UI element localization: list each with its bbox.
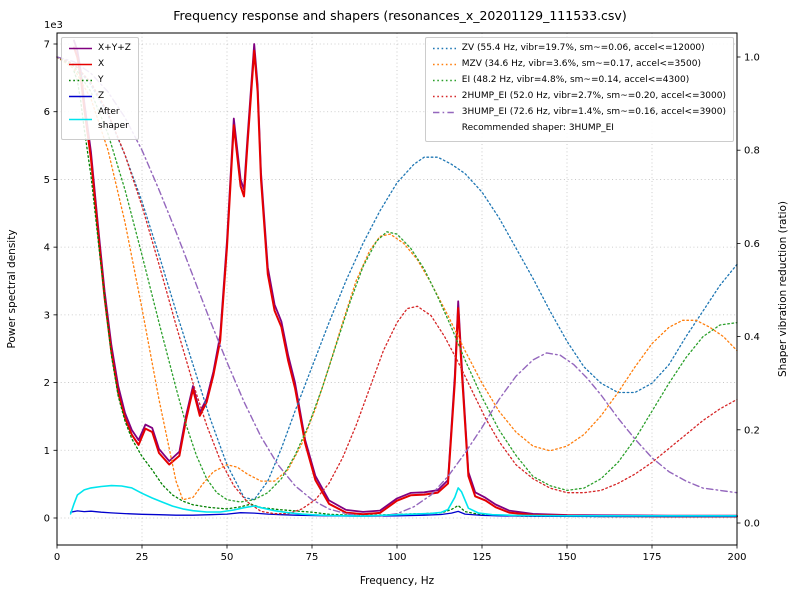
legend-item: X+Y+Z bbox=[68, 41, 131, 57]
legend-item-label: EI (48.2 Hz, vibr=4.8%, sm~=0.14, accel<… bbox=[461, 74, 690, 85]
legend-item-label: ZV (55.4 Hz, vibr=19.7%, sm~=0.06, accel… bbox=[461, 43, 705, 53]
legend-item: After shaper bbox=[68, 105, 131, 135]
y-right-tick-label: 0.6 bbox=[744, 239, 760, 250]
curve-x bbox=[73, 46, 738, 518]
y-axis-offset-text: 1e3 bbox=[44, 20, 63, 31]
legend-item-label: X+Y+Z bbox=[98, 43, 131, 53]
y-right-tick-label: 0.2 bbox=[744, 425, 760, 436]
y-axis-label-right: Shaper vibration reduction (ratio) bbox=[777, 201, 789, 377]
chart-title: Frequency response and shapers (resonanc… bbox=[173, 8, 626, 23]
legend-line-sample bbox=[69, 64, 92, 66]
y-left-tick-label: 3 bbox=[44, 310, 50, 321]
legend-line-sample bbox=[432, 64, 456, 66]
x-tick-label: 150 bbox=[557, 552, 576, 563]
curve-y bbox=[73, 70, 738, 518]
legend-item-label: Z bbox=[98, 90, 105, 101]
x-tick-label: 75 bbox=[306, 552, 319, 563]
legend-item-label: X bbox=[98, 58, 105, 69]
tick-layer: 0 25 50 75 100 125 150 175 200 0 1 2 3 4 5 6 7 0.0 0.2 0.4 0… bbox=[44, 40, 760, 564]
y-left-tick-label: 5 bbox=[44, 175, 50, 186]
curve-3hump-ei bbox=[56, 56, 738, 517]
legend-item: MZV (34.6 Hz, vibr=3.6%, sm~=0.17, accel… bbox=[432, 57, 726, 73]
curve-ei bbox=[56, 56, 738, 503]
y-right-tick-label: 0.0 bbox=[744, 519, 760, 530]
series-layer bbox=[56, 39, 738, 518]
x-tick-label: 100 bbox=[387, 552, 406, 563]
curve-2hump-ei bbox=[56, 56, 738, 515]
curve-z bbox=[69, 510, 738, 518]
curve-mzv bbox=[56, 56, 738, 501]
y-left-tick-label: 0 bbox=[44, 514, 50, 525]
legend-line-sample bbox=[432, 48, 456, 50]
legend-item-label: 2HUMP_EI (52.0 Hz, vibr=2.7%, sm~=0.20, … bbox=[461, 90, 726, 101]
x-tick-label: 25 bbox=[136, 552, 149, 563]
legend-recommendation: Recommended shaper: 3HUMP_EI bbox=[432, 121, 726, 137]
x-tick-label: 125 bbox=[472, 552, 491, 563]
legend-item: 3HUMP_EI (72.6 Hz, vibr=1.4%, sm~=0.16, … bbox=[432, 105, 726, 121]
legend-item-label: MZV (34.6 Hz, vibr=3.6%, sm~=0.17, accel… bbox=[461, 58, 701, 69]
y-right-tick-label: 1.0 bbox=[744, 53, 760, 64]
y-left-tick-label: 2 bbox=[44, 378, 50, 389]
x-tick-label: 50 bbox=[221, 552, 234, 563]
legend-item: 2HUMP_EI (52.0 Hz, vibr=2.7%, sm~=0.20, … bbox=[432, 89, 726, 105]
legend-line-sample bbox=[69, 48, 92, 50]
x-axis-label: Frequency, Hz bbox=[360, 575, 435, 587]
y-left-tick-label: 1 bbox=[44, 446, 50, 457]
legend-item-label: Y bbox=[98, 74, 104, 85]
legend-line-sample bbox=[432, 111, 456, 114]
x-tick-label: 0 bbox=[54, 552, 60, 563]
legend-item-label: 3HUMP_EI (72.6 Hz, vibr=1.4%, sm~=0.16, … bbox=[461, 106, 726, 117]
curve-after-shaper bbox=[69, 484, 738, 517]
legend-item: ZV (55.4 Hz, vibr=19.7%, sm~=0.06, accel… bbox=[432, 41, 726, 57]
legend-line-sample bbox=[69, 95, 92, 98]
legend-item: Z bbox=[68, 89, 131, 105]
legend-item: EI (48.2 Hz, vibr=4.8%, sm~=0.14, accel<… bbox=[432, 73, 726, 89]
legend-psd: X+Y+Z X Y Z After shaper bbox=[61, 37, 139, 140]
legend-line-sample bbox=[432, 95, 456, 98]
legend-line-sample bbox=[69, 80, 92, 82]
legend-line-sample bbox=[432, 80, 456, 82]
y-right-tick-label: 0.8 bbox=[744, 146, 760, 157]
y-right-tick-label: 0.4 bbox=[744, 332, 760, 343]
y-left-tick-label: 4 bbox=[44, 243, 50, 254]
legend-sample-spacer bbox=[432, 123, 457, 134]
legend-item: Y bbox=[68, 73, 131, 89]
x-tick-label: 175 bbox=[642, 552, 661, 563]
legend-line-sample bbox=[69, 118, 92, 121]
y-left-tick-label: 7 bbox=[44, 40, 50, 51]
legend-item-label: Recommended shaper: 3HUMP_EI bbox=[461, 122, 614, 133]
x-tick-label: 200 bbox=[727, 552, 746, 563]
legend-item: X bbox=[68, 57, 131, 73]
legend-item-label: After shaper bbox=[98, 106, 129, 131]
legend-shapers: ZV (55.4 Hz, vibr=19.7%, sm~=0.06, accel… bbox=[424, 37, 734, 142]
y-left-tick-label: 6 bbox=[44, 107, 50, 118]
y-axis-label-left: Power spectral density bbox=[6, 229, 18, 348]
